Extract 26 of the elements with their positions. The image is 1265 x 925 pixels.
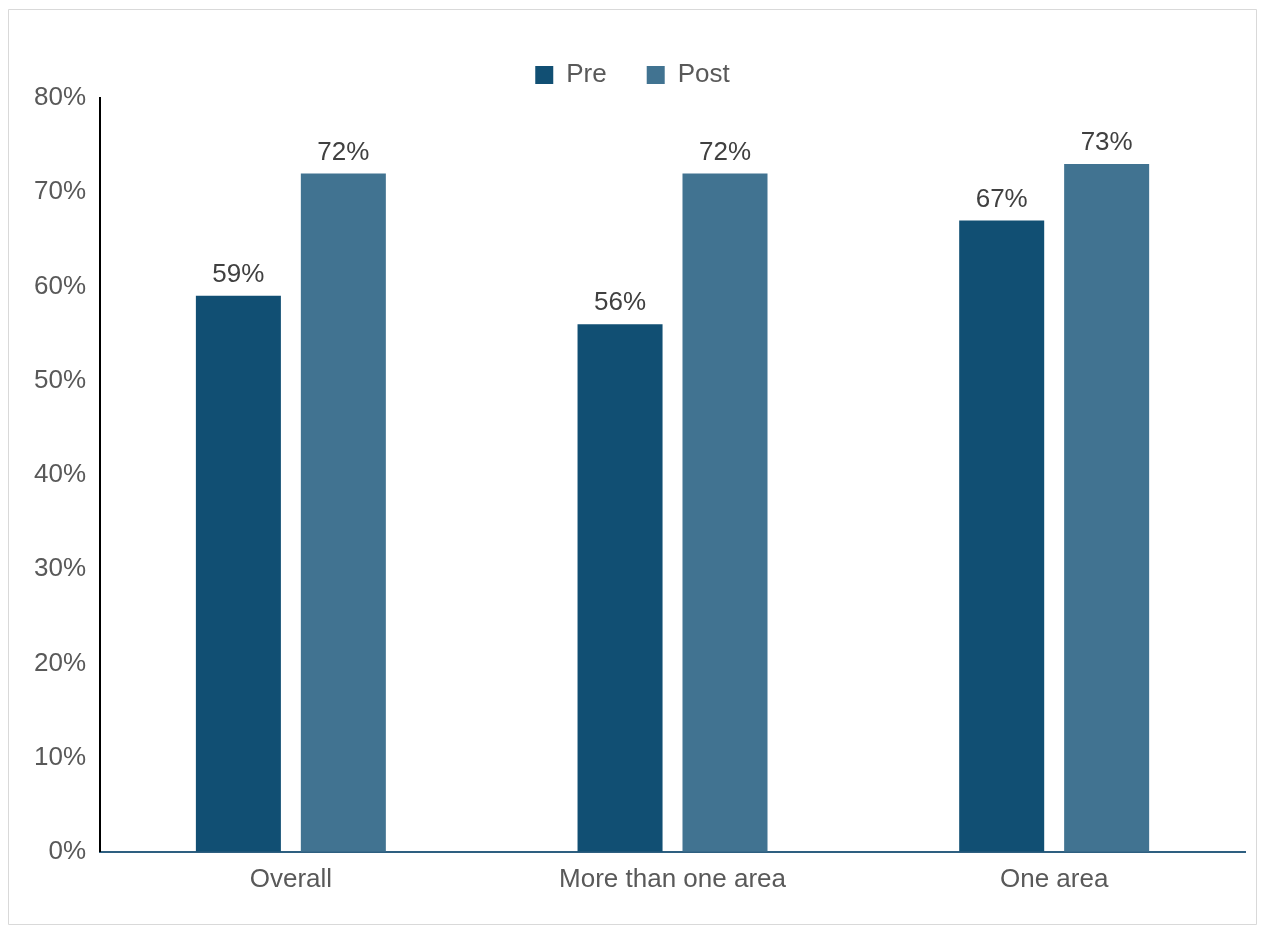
x-tick-label: Overall	[249, 862, 333, 893]
bar	[682, 173, 768, 852]
y-tick-label: 50%	[33, 363, 87, 394]
bar	[959, 220, 1045, 852]
legend-label: Post	[677, 58, 731, 89]
data-label: 72%	[698, 135, 752, 166]
y-tick-label: 40%	[33, 458, 87, 489]
x-tick-label: More than one area	[559, 862, 787, 893]
y-tick-label: 70%	[33, 175, 87, 206]
bar	[1064, 163, 1150, 852]
data-label: 72%	[317, 135, 370, 166]
x-tick-label: One area	[999, 862, 1109, 893]
bar	[195, 295, 281, 852]
data-label: 73%	[1080, 126, 1133, 157]
legend-label: Pre	[566, 58, 607, 89]
y-tick-label: 0%	[48, 834, 87, 865]
bar	[577, 324, 663, 852]
y-tick-label: 10%	[33, 740, 87, 771]
y-tick-label: 60%	[33, 269, 87, 300]
data-label: 59%	[212, 258, 265, 289]
y-tick-label: 20%	[33, 646, 87, 677]
bar	[300, 173, 386, 852]
y-tick-label: 80%	[33, 81, 87, 112]
data-label: 67%	[975, 182, 1028, 213]
y-tick-label: 30%	[33, 552, 87, 583]
data-label: 56%	[594, 286, 647, 317]
